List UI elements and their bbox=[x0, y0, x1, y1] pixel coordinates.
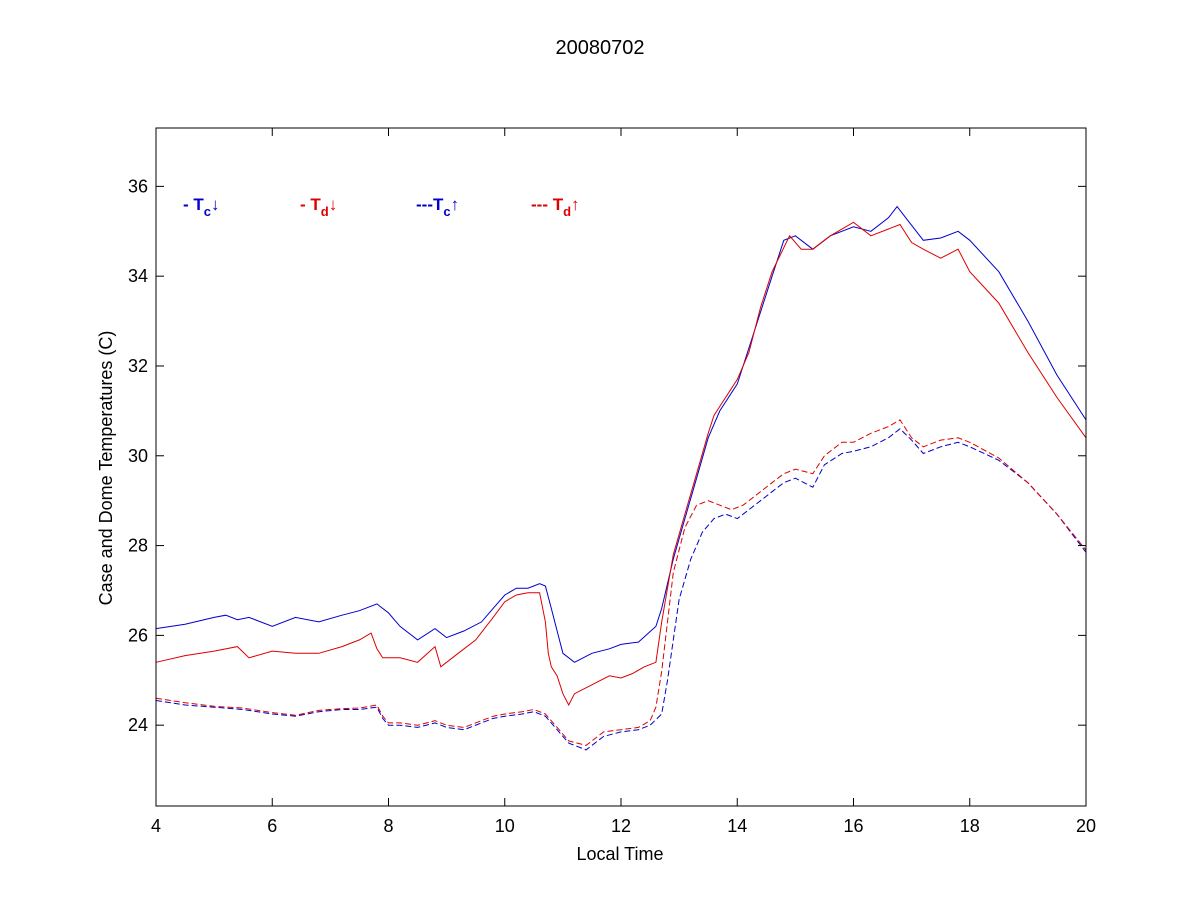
y-tick-label: 28 bbox=[128, 536, 148, 556]
x-tick-label: 16 bbox=[843, 816, 863, 836]
x-tick-label: 14 bbox=[727, 816, 747, 836]
y-tick-label: 24 bbox=[128, 715, 148, 735]
plot-area: 4 6 8 10 12 14 16 18 20 24 26 28 30 32 34 36 - Tc↓ - Td↓ -… bbox=[128, 127, 1096, 836]
series-line-td_up bbox=[155, 419, 1087, 746]
x-tick-label: 18 bbox=[960, 816, 980, 836]
y-tick-label: 26 bbox=[128, 625, 148, 645]
legend-entry-td_up: --- Td↑ bbox=[531, 195, 580, 219]
chart-title: 20080702 bbox=[556, 37, 645, 59]
x-tick-label: 8 bbox=[383, 816, 393, 836]
series-line-tc_down bbox=[155, 205, 1087, 663]
y-tick-label: 34 bbox=[128, 266, 148, 286]
x-tick-label: 4 bbox=[151, 816, 161, 836]
x-tick-label: 6 bbox=[267, 816, 277, 836]
x-tick-label: 12 bbox=[611, 816, 631, 836]
x-tick-label: 20 bbox=[1076, 816, 1096, 836]
y-tick-label: 36 bbox=[128, 176, 148, 196]
legend-entry-td_down: - Td↓ bbox=[300, 195, 337, 219]
legend-entry-tc_down: - Tc↓ bbox=[183, 195, 220, 219]
series-line-td_down bbox=[155, 221, 1087, 707]
y-tick-label: 30 bbox=[128, 446, 148, 466]
y-tick-label: 32 bbox=[128, 356, 148, 376]
axes-frame bbox=[155, 127, 1087, 807]
y-axis-label: Case and Dome Temperatures (C) bbox=[96, 331, 116, 606]
x-axis-label: Local Time bbox=[576, 844, 663, 864]
legend-entry-tc_up: ---Tc↑ bbox=[416, 195, 459, 219]
x-tick-label: 10 bbox=[495, 816, 515, 836]
series-line-tc_up bbox=[155, 428, 1087, 751]
